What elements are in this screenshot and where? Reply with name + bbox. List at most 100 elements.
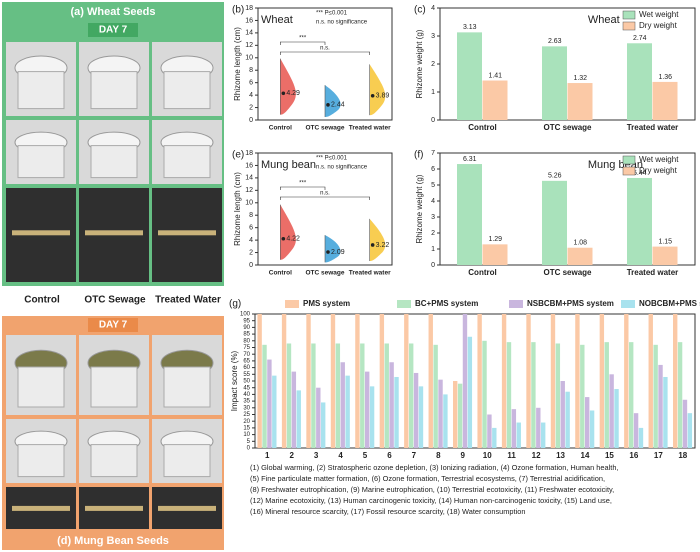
seedlings <box>158 505 216 511</box>
x-tick-label: 1 <box>265 451 270 460</box>
panel-label: (c) <box>414 5 426 16</box>
cup-body <box>90 444 138 478</box>
y-axis-label: Impact score (%) <box>230 350 239 411</box>
bar <box>355 314 360 448</box>
x-tick-label: OTC sewage <box>305 125 344 132</box>
x-tick-label: Treated water <box>627 123 679 132</box>
value-label: 3.13 <box>463 24 477 31</box>
y-tick-label: 0 <box>431 262 435 269</box>
x-tick-label: 7 <box>412 451 417 460</box>
bar <box>629 342 634 448</box>
y-tick-label: 85 <box>243 332 250 338</box>
legend-swatch <box>397 300 411 308</box>
y-tick-label: 65 <box>243 358 250 364</box>
violin <box>280 58 296 115</box>
bar <box>567 83 593 120</box>
y-tick-label: 6 <box>431 166 435 173</box>
bracket <box>280 41 326 45</box>
bar <box>542 180 567 265</box>
seedlings <box>158 230 216 236</box>
y-tick-label: 10 <box>245 200 253 207</box>
chart-title: Wheat <box>588 14 620 26</box>
annotation: *** P≤0.001 <box>316 11 348 17</box>
seedlings <box>12 230 70 236</box>
bar <box>550 314 556 448</box>
value-label: 1.15 <box>658 238 672 245</box>
value-label: 2.74 <box>633 35 647 42</box>
day-badge <box>88 23 138 37</box>
panel-label: (g) <box>229 299 241 310</box>
x-tick-label: Treated water <box>627 268 679 277</box>
legend-swatch <box>622 155 636 165</box>
y-tick-label: 0 <box>249 117 253 124</box>
x-tick-label: 12 <box>532 451 541 460</box>
y-tick-label: 16 <box>245 162 253 169</box>
bar <box>627 43 652 120</box>
value-label: 5.26 <box>548 173 562 180</box>
bar <box>652 246 678 265</box>
bar <box>652 81 678 120</box>
y-tick-label: 0 <box>247 446 251 452</box>
x-tick-label: 3 <box>314 451 319 460</box>
mean-marker <box>370 93 375 98</box>
bar <box>443 394 448 448</box>
y-tick-label: 75 <box>243 345 250 351</box>
bar <box>482 80 508 120</box>
y-tick-label: 5 <box>247 439 251 445</box>
cup-body <box>163 366 211 408</box>
plot-frame <box>257 152 393 266</box>
y-tick-label: 18 <box>245 150 253 157</box>
note-line: (16) Mineral resource scarcity, (17) Fos… <box>250 507 525 516</box>
bracket-label: *** <box>299 181 307 187</box>
x-tick-label: Control <box>269 125 292 132</box>
cup-body <box>163 444 211 478</box>
bar <box>663 376 668 448</box>
legend-swatch <box>622 10 636 20</box>
violin <box>369 218 386 261</box>
bar <box>511 409 517 448</box>
plot-frame <box>257 7 393 121</box>
value-label: 6.31 <box>463 156 477 163</box>
violin <box>369 64 386 116</box>
bar <box>536 407 541 448</box>
legend-label: Wet weight <box>639 155 679 164</box>
bar <box>555 343 561 448</box>
chart-title: Mung bean <box>261 159 316 171</box>
x-tick-label: 9 <box>461 451 466 460</box>
bar <box>585 397 590 448</box>
annotation: *** P≤0.001 <box>316 156 348 162</box>
mean-marker <box>326 250 330 254</box>
panel-label: (f) <box>414 150 423 161</box>
y-tick-label: 4 <box>249 92 253 99</box>
mean-marker <box>281 91 286 96</box>
value-label: 3.22 <box>376 242 390 249</box>
bar <box>428 314 433 448</box>
x-tick-label: 17 <box>654 451 663 460</box>
y-tick-label: 25 <box>243 412 250 418</box>
note-line: (12) Marine ecotoxicity, (13) Human carc… <box>250 496 612 505</box>
bar <box>262 344 267 448</box>
x-tick-label: 14 <box>581 451 590 460</box>
y-tick-label: 100 <box>240 312 251 318</box>
x-tick-label: Treated water <box>349 125 391 132</box>
y-tick-label: 45 <box>243 385 250 391</box>
y-tick-label: 6 <box>249 225 253 232</box>
y-tick-label: 3 <box>431 214 435 221</box>
bar <box>526 314 531 448</box>
bar <box>492 427 497 448</box>
bar <box>457 32 482 120</box>
y-tick-label: 2 <box>249 249 253 256</box>
bar <box>257 314 262 448</box>
bar <box>409 343 414 448</box>
bar <box>316 387 321 448</box>
y-tick-label: 0 <box>249 262 253 269</box>
bar <box>604 342 609 448</box>
bar <box>330 314 336 448</box>
violin <box>325 85 341 117</box>
value-label: 2.44 <box>331 102 345 109</box>
y-tick-label: 18 <box>245 5 253 12</box>
bar <box>506 342 512 448</box>
y-tick-label: 55 <box>243 372 250 378</box>
value-label: 1.32 <box>573 75 587 82</box>
